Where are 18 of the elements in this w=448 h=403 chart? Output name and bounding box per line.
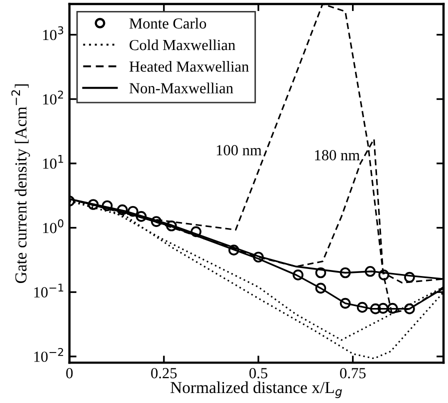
legend-label: Non-Maxwellian bbox=[129, 82, 234, 94]
x-axis-title: Normalized distance x/L$_{g}$ bbox=[170, 381, 342, 398]
y-tick-label: 10$^{1}$ bbox=[43, 155, 64, 169]
x-tick-label: 0 bbox=[66, 368, 73, 378]
annotation: 100 nm bbox=[216, 145, 262, 156]
y-tick-label: 10$^{3}$ bbox=[43, 26, 64, 40]
legend-label: Cold Maxwellian bbox=[130, 39, 236, 50]
x-tick-label: 0.5 bbox=[249, 368, 268, 378]
y-tick-label: 10$^{0}$ bbox=[43, 219, 64, 234]
x-tick-label: 0.25 bbox=[151, 368, 177, 378]
y-tick-label: 10$^{−2}$ bbox=[34, 348, 64, 362]
y-axis-title: Gate current density [Acm$^{−2}$] bbox=[11, 84, 30, 284]
y-tick-label: 10$^{2}$ bbox=[43, 90, 63, 105]
legend-label: Monte Carlo bbox=[129, 18, 206, 29]
x-tick-label: 0.75 bbox=[340, 368, 366, 378]
y-tick-label: 10$^{−1}$ bbox=[34, 284, 64, 298]
annotation: 180 nm bbox=[315, 150, 360, 160]
legend-label: Heated Maxwellian bbox=[129, 61, 249, 72]
